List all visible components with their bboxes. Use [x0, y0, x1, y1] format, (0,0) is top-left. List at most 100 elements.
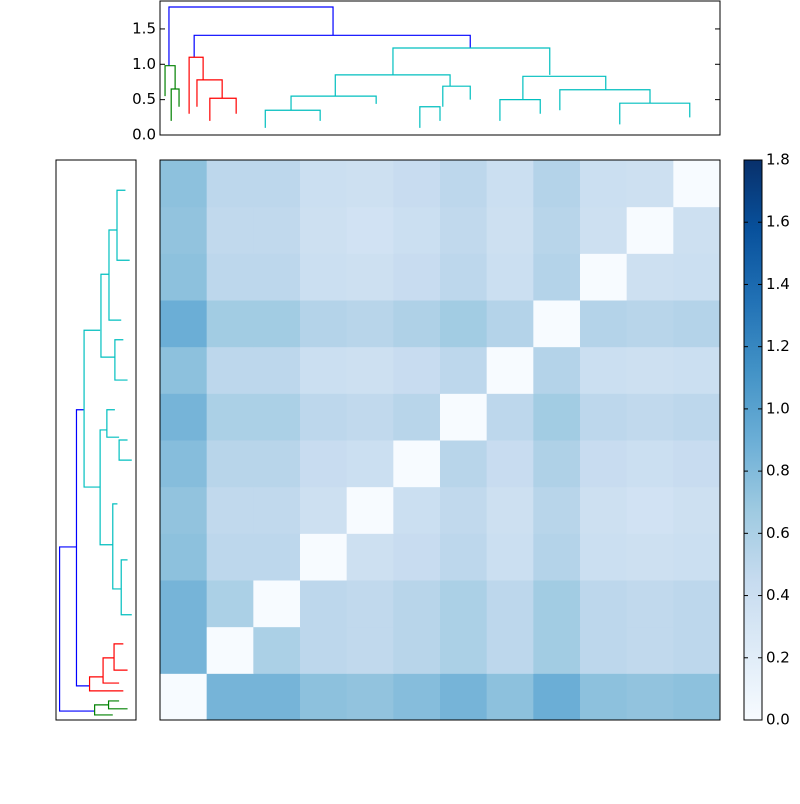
heatmap-cell [486, 300, 534, 348]
heatmap-cell [626, 346, 674, 394]
heatmap-cell [673, 300, 721, 348]
dendrogram-link [170, 88, 180, 121]
heatmap-cell [626, 253, 674, 301]
dendrogram-frame [55, 159, 137, 721]
dendrogram-link [58, 546, 95, 712]
heatmap-cell [300, 486, 348, 534]
heatmap-cell [346, 626, 394, 674]
heatmap-cell [440, 580, 488, 628]
heatmap-cell [300, 300, 348, 348]
heatmap-cell [486, 253, 534, 301]
dendrogram-link [83, 329, 101, 488]
heatmap-cell [673, 346, 721, 394]
heatmap-cell [393, 533, 441, 581]
heatmap-cell [206, 580, 254, 628]
heatmap-cell [673, 253, 721, 301]
colorbar-tick-label: 1.4 [766, 275, 790, 293]
heatmap-cell [253, 393, 301, 441]
heatmap-cell [253, 626, 301, 674]
heatmap-cell [440, 160, 488, 208]
heatmap-cell [160, 253, 208, 301]
heatmap-cell [160, 580, 208, 628]
heatmap-cell [626, 486, 674, 534]
colorbar-tick-label: 0.0 [766, 711, 790, 729]
y-tick-label: 1.0 [132, 55, 156, 73]
dendrogram-link [209, 97, 237, 121]
heatmap-cell [206, 626, 254, 674]
colorbar-tick-label: 0.4 [766, 586, 790, 604]
heatmap-cell [533, 253, 581, 301]
heatmap-cell [580, 626, 628, 674]
dendrogram-link [164, 65, 176, 97]
dendrogram-link [75, 409, 90, 687]
heatmap-cell [206, 346, 254, 394]
heatmap-cell [393, 626, 441, 674]
dendrogram-link [112, 503, 122, 590]
heatmap-cell [440, 393, 488, 441]
dendrogram-link [334, 74, 451, 97]
heatmap-cell [673, 626, 721, 674]
heatmap-cell [393, 580, 441, 628]
heatmap-cell [160, 346, 208, 394]
heatmap-cell [626, 206, 674, 254]
dendrogram-link [102, 657, 120, 684]
colorbar-tick-label: 0.6 [766, 524, 790, 542]
heatmap-cell [486, 440, 534, 488]
heatmap-cell [253, 346, 301, 394]
heatmap-cell [253, 673, 301, 721]
dendrogram-link [118, 439, 132, 461]
heatmap-cell [206, 533, 254, 581]
heatmap-cell [486, 626, 534, 674]
colorbar-tick-label: 1.6 [766, 213, 790, 231]
dendrogram-link [499, 99, 541, 121]
heatmap-cell [300, 206, 348, 254]
heatmap-cell [346, 440, 394, 488]
heatmap-cell [346, 393, 394, 441]
heatmap-cell [160, 206, 208, 254]
heatmap-cell [206, 673, 254, 721]
heatmap-cell [206, 300, 254, 348]
heatmap-cell [533, 626, 581, 674]
heatmap-cell [486, 486, 534, 534]
heatmap-cell [486, 533, 534, 581]
heatmap-cell [580, 440, 628, 488]
heatmap-cell [580, 533, 628, 581]
heatmap-cell [440, 206, 488, 254]
heatmap-cell [160, 393, 208, 441]
heatmap-cell [626, 533, 674, 581]
heatmap-cell [673, 160, 721, 208]
heatmap-cell [393, 253, 441, 301]
heatmap-cell [440, 533, 488, 581]
heatmap-cell [160, 440, 208, 488]
heatmap-cell [300, 626, 348, 674]
heatmap-cell [486, 673, 534, 721]
heatmap-cell [440, 673, 488, 721]
heatmap-cell [486, 580, 534, 628]
heatmap-cell [440, 346, 488, 394]
heatmap-cell [253, 580, 301, 628]
heatmap-cell [580, 580, 628, 628]
colorbar-tick-label: 0.2 [766, 648, 790, 666]
heatmap-cell [393, 346, 441, 394]
dendrogram-link [442, 85, 471, 107]
heatmap-cell [300, 580, 348, 628]
heatmap-cell [533, 300, 581, 348]
heatmap-cell [346, 206, 394, 254]
heatmap-cell [346, 533, 394, 581]
colorbar [743, 159, 763, 721]
colorbar-tick-label: 1.0 [766, 399, 790, 417]
heatmap-cell [580, 160, 628, 208]
heatmap-cell [206, 393, 254, 441]
heatmap-cell [533, 673, 581, 721]
heatmap-cell [673, 206, 721, 254]
heatmap-cell [206, 486, 254, 534]
heatmap-cell [253, 486, 301, 534]
heatmap-frame [159, 159, 721, 721]
y-tick-label: 1.5 [132, 19, 156, 37]
heatmap-cell [346, 673, 394, 721]
heatmap-cell [253, 533, 301, 581]
heatmap-cell [440, 626, 488, 674]
colorbar-tick-label: 1.2 [766, 337, 790, 355]
heatmap-cell [346, 160, 394, 208]
